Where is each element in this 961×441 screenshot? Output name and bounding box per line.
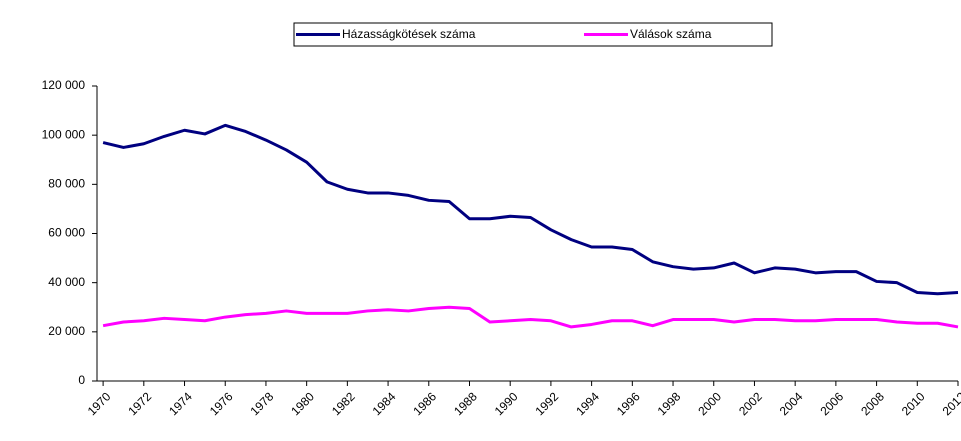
x-tick-label: 1996 bbox=[614, 389, 643, 418]
x-tick-label: 1976 bbox=[207, 389, 236, 418]
x-tick-label: 2010 bbox=[899, 389, 928, 418]
x-tick-label: 1992 bbox=[532, 389, 561, 418]
series-line bbox=[102, 123, 959, 296]
y-tick-label: 120 000 bbox=[42, 78, 86, 92]
legend-box bbox=[293, 22, 773, 47]
x-tick-label: 1972 bbox=[125, 389, 154, 418]
legend-label: Válások száma bbox=[630, 27, 712, 41]
legend-label: Házasságkötések száma bbox=[342, 27, 476, 41]
x-tick-label: 1982 bbox=[329, 389, 358, 418]
x-tick-label: 1990 bbox=[492, 389, 521, 418]
x-tick-label: 2006 bbox=[817, 389, 846, 418]
x-tick-label: 1994 bbox=[573, 389, 602, 418]
y-tick-label: 80 000 bbox=[48, 177, 85, 191]
x-tick-label: 2004 bbox=[777, 389, 806, 418]
y-tick-label: 20 000 bbox=[48, 324, 85, 338]
y-tick-label: 100 000 bbox=[42, 127, 86, 141]
y-tick-label: 40 000 bbox=[48, 275, 85, 289]
x-tick-label: 2012 bbox=[940, 389, 961, 418]
x-tick-label: 1986 bbox=[410, 389, 439, 418]
x-tick-label: 2008 bbox=[858, 389, 887, 418]
series-line bbox=[102, 305, 959, 329]
y-tick-label: 60 000 bbox=[48, 226, 85, 240]
x-tick-label: 1984 bbox=[370, 389, 399, 418]
x-tick-label: 1998 bbox=[655, 389, 684, 418]
x-tick-label: 1980 bbox=[288, 389, 317, 418]
x-tick-label: 1988 bbox=[451, 389, 480, 418]
x-tick-label: 2002 bbox=[736, 389, 765, 418]
x-tick-label: 1978 bbox=[248, 389, 277, 418]
x-tick-label: 1970 bbox=[85, 389, 114, 418]
x-tick-label: 2000 bbox=[695, 389, 724, 418]
x-tick-label: 1974 bbox=[166, 389, 195, 418]
y-tick-label: 0 bbox=[78, 373, 85, 387]
